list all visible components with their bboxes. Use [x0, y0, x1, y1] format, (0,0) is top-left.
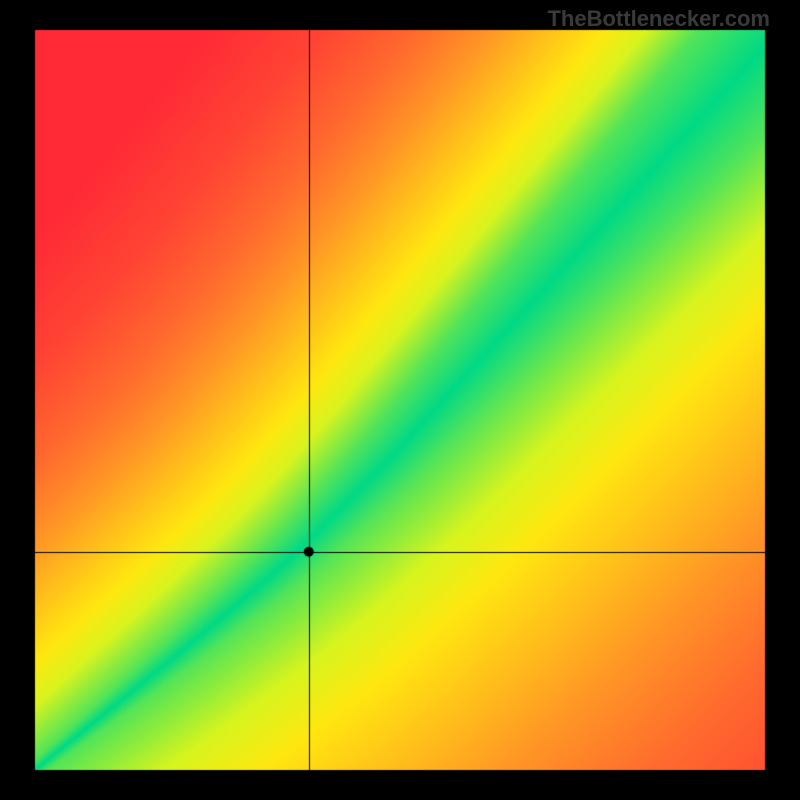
- bottleneck-heatmap: [0, 0, 800, 800]
- chart-container: TheBottlenecker.com: [0, 0, 800, 800]
- watermark-text: TheBottlenecker.com: [547, 6, 770, 32]
